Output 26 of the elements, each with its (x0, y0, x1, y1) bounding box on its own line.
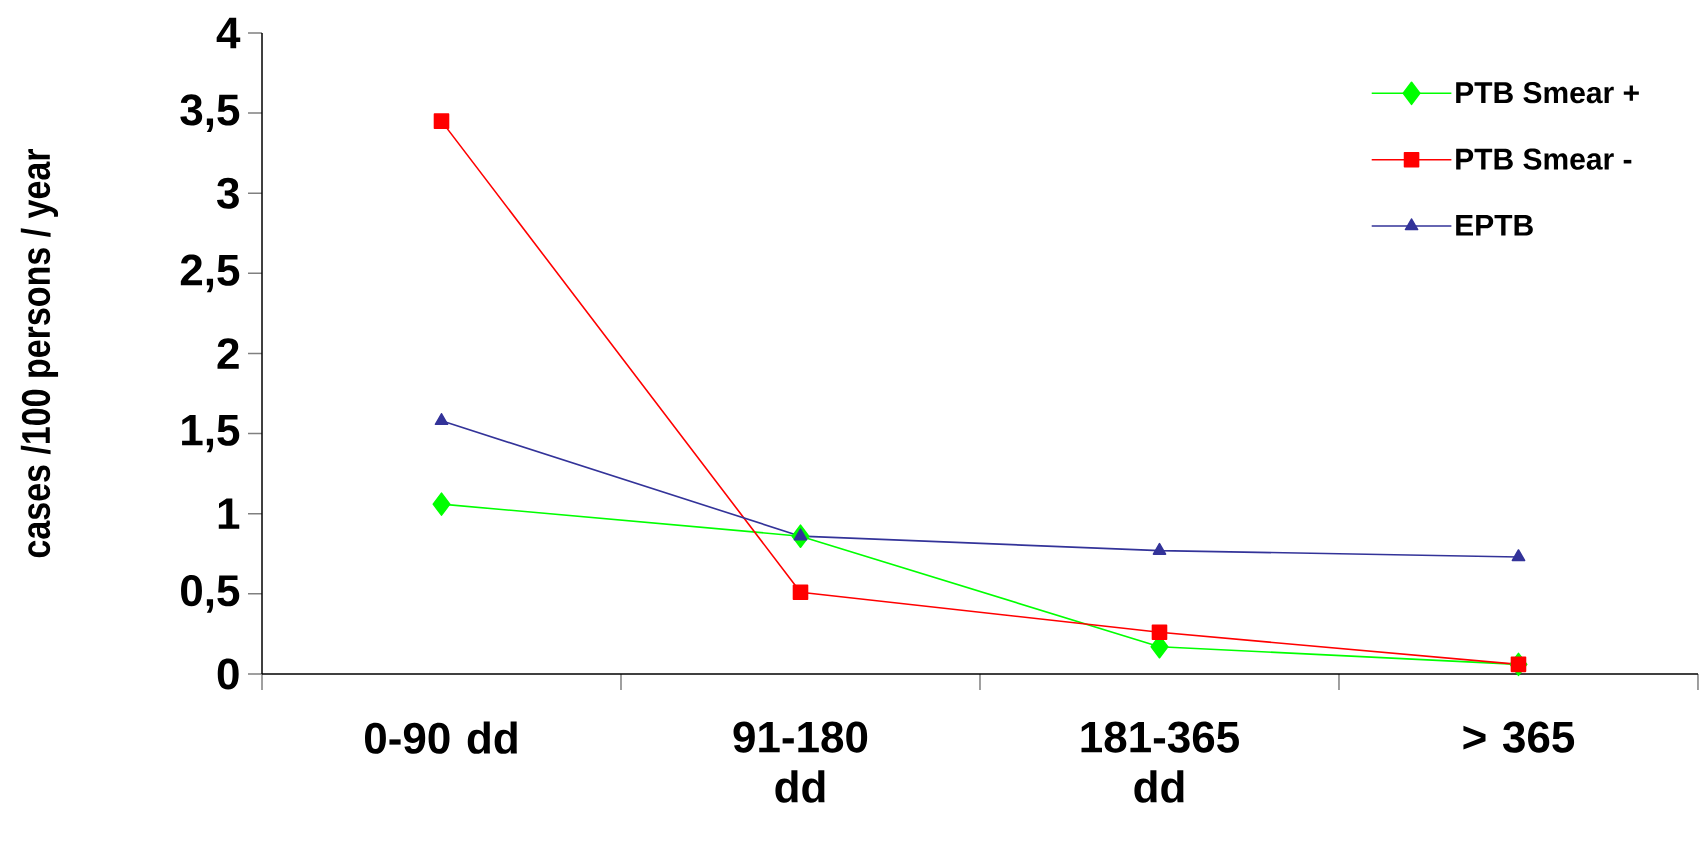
y-tick-label: 0,5 (181, 575, 240, 613)
point (1152, 542, 1167, 555)
x-tick-label: 0-90 dd (365, 721, 517, 754)
legend-label: EPTB (1456, 214, 1533, 236)
legend-label: PTB Smear - (1456, 148, 1632, 170)
y-tick-label: 1,5 (182, 415, 240, 453)
y-tick-label: 4 (216, 17, 241, 49)
point (1510, 656, 1527, 673)
y-tick-label: 2 (217, 338, 239, 369)
point (792, 584, 809, 601)
point (432, 492, 451, 516)
x-tick-label: 181-365 dd (1081, 721, 1239, 803)
y-tick-label: 1 (218, 498, 240, 529)
y-tick-label: 3 (217, 177, 239, 209)
y-axis-title: cases /100 persons / year (20, 148, 59, 558)
y-tick-label: 0 (217, 658, 239, 690)
point (1151, 624, 1168, 641)
y-tick-label: 2,5 (180, 254, 240, 293)
x-tick-label: > 365 (1463, 721, 1575, 753)
point (433, 113, 450, 129)
y-tick-label: 3,5 (180, 94, 240, 132)
point (1511, 549, 1526, 562)
legend-label: PTB Smear + (1456, 82, 1639, 104)
point (793, 528, 808, 541)
point (434, 412, 449, 426)
x-tick-label: 91-180 dd (733, 721, 868, 803)
